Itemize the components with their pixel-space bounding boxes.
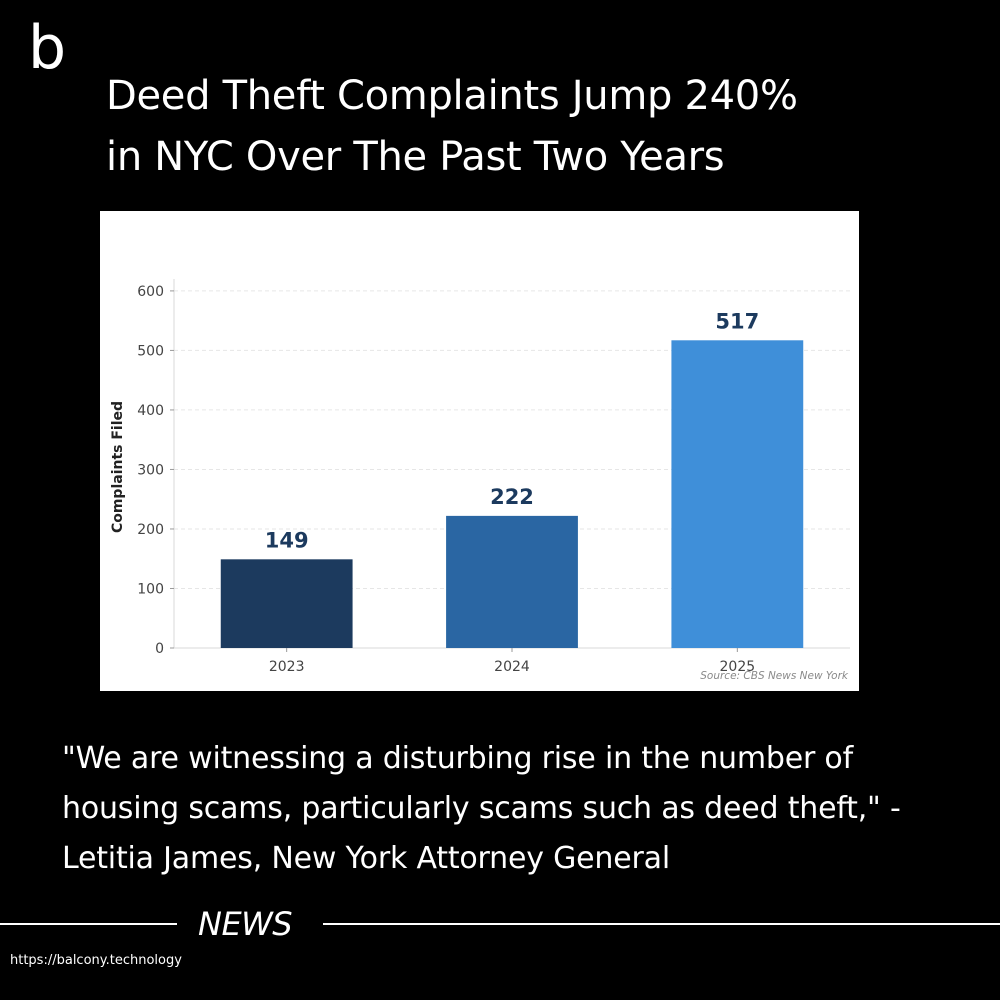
news-divider-left — [0, 923, 177, 925]
x-tick-label: 2023 — [269, 659, 305, 675]
headline: Deed Theft Complaints Jump 240% in NYC O… — [106, 66, 966, 188]
news-divider-right — [323, 923, 1000, 925]
y-axis-label: Complaints Filed — [110, 401, 126, 533]
bar-value-labels: 149 222 517 — [265, 309, 760, 552]
bar-value-label: 222 — [490, 485, 534, 509]
y-tick-label: 100 — [137, 581, 164, 597]
headline-line-2: in NYC Over The Past Two Years — [106, 134, 725, 180]
chart-source-note: Source: CBS News New York — [700, 670, 849, 682]
footer-url[interactable]: https://balcony.technology — [10, 953, 182, 968]
section-label: NEWS — [198, 905, 293, 943]
bar-2024 — [446, 515, 578, 648]
x-tick-labels: 2023 2024 2025 — [269, 648, 755, 675]
bars — [220, 340, 804, 648]
x-tick-label: 2025 — [720, 659, 756, 675]
y-tick-label: 400 — [137, 403, 164, 419]
y-tick-labels: 0 100 200 300 400 500 600 — [137, 284, 174, 657]
x-tick-label: 2024 — [494, 659, 530, 675]
bar-2023 — [220, 559, 353, 648]
chart-card: 0 100 200 300 400 500 600 149 222 517 2023 2024 20… — [100, 211, 859, 691]
bar-value-label: 517 — [715, 309, 759, 333]
y-tick-label: 0 — [155, 641, 164, 657]
y-tick-label: 300 — [137, 462, 164, 478]
y-tick-label: 500 — [137, 343, 164, 359]
balcony-logo: b — [28, 13, 67, 83]
y-tick-label: 200 — [137, 522, 164, 538]
bar-2025 — [671, 340, 804, 648]
y-tick-label: 600 — [137, 284, 164, 300]
bar-value-label: 149 — [265, 528, 309, 552]
quote-text: "We are witnessing a disturbing rise in … — [62, 741, 901, 876]
headline-line-1: Deed Theft Complaints Jump 240% — [106, 73, 798, 119]
